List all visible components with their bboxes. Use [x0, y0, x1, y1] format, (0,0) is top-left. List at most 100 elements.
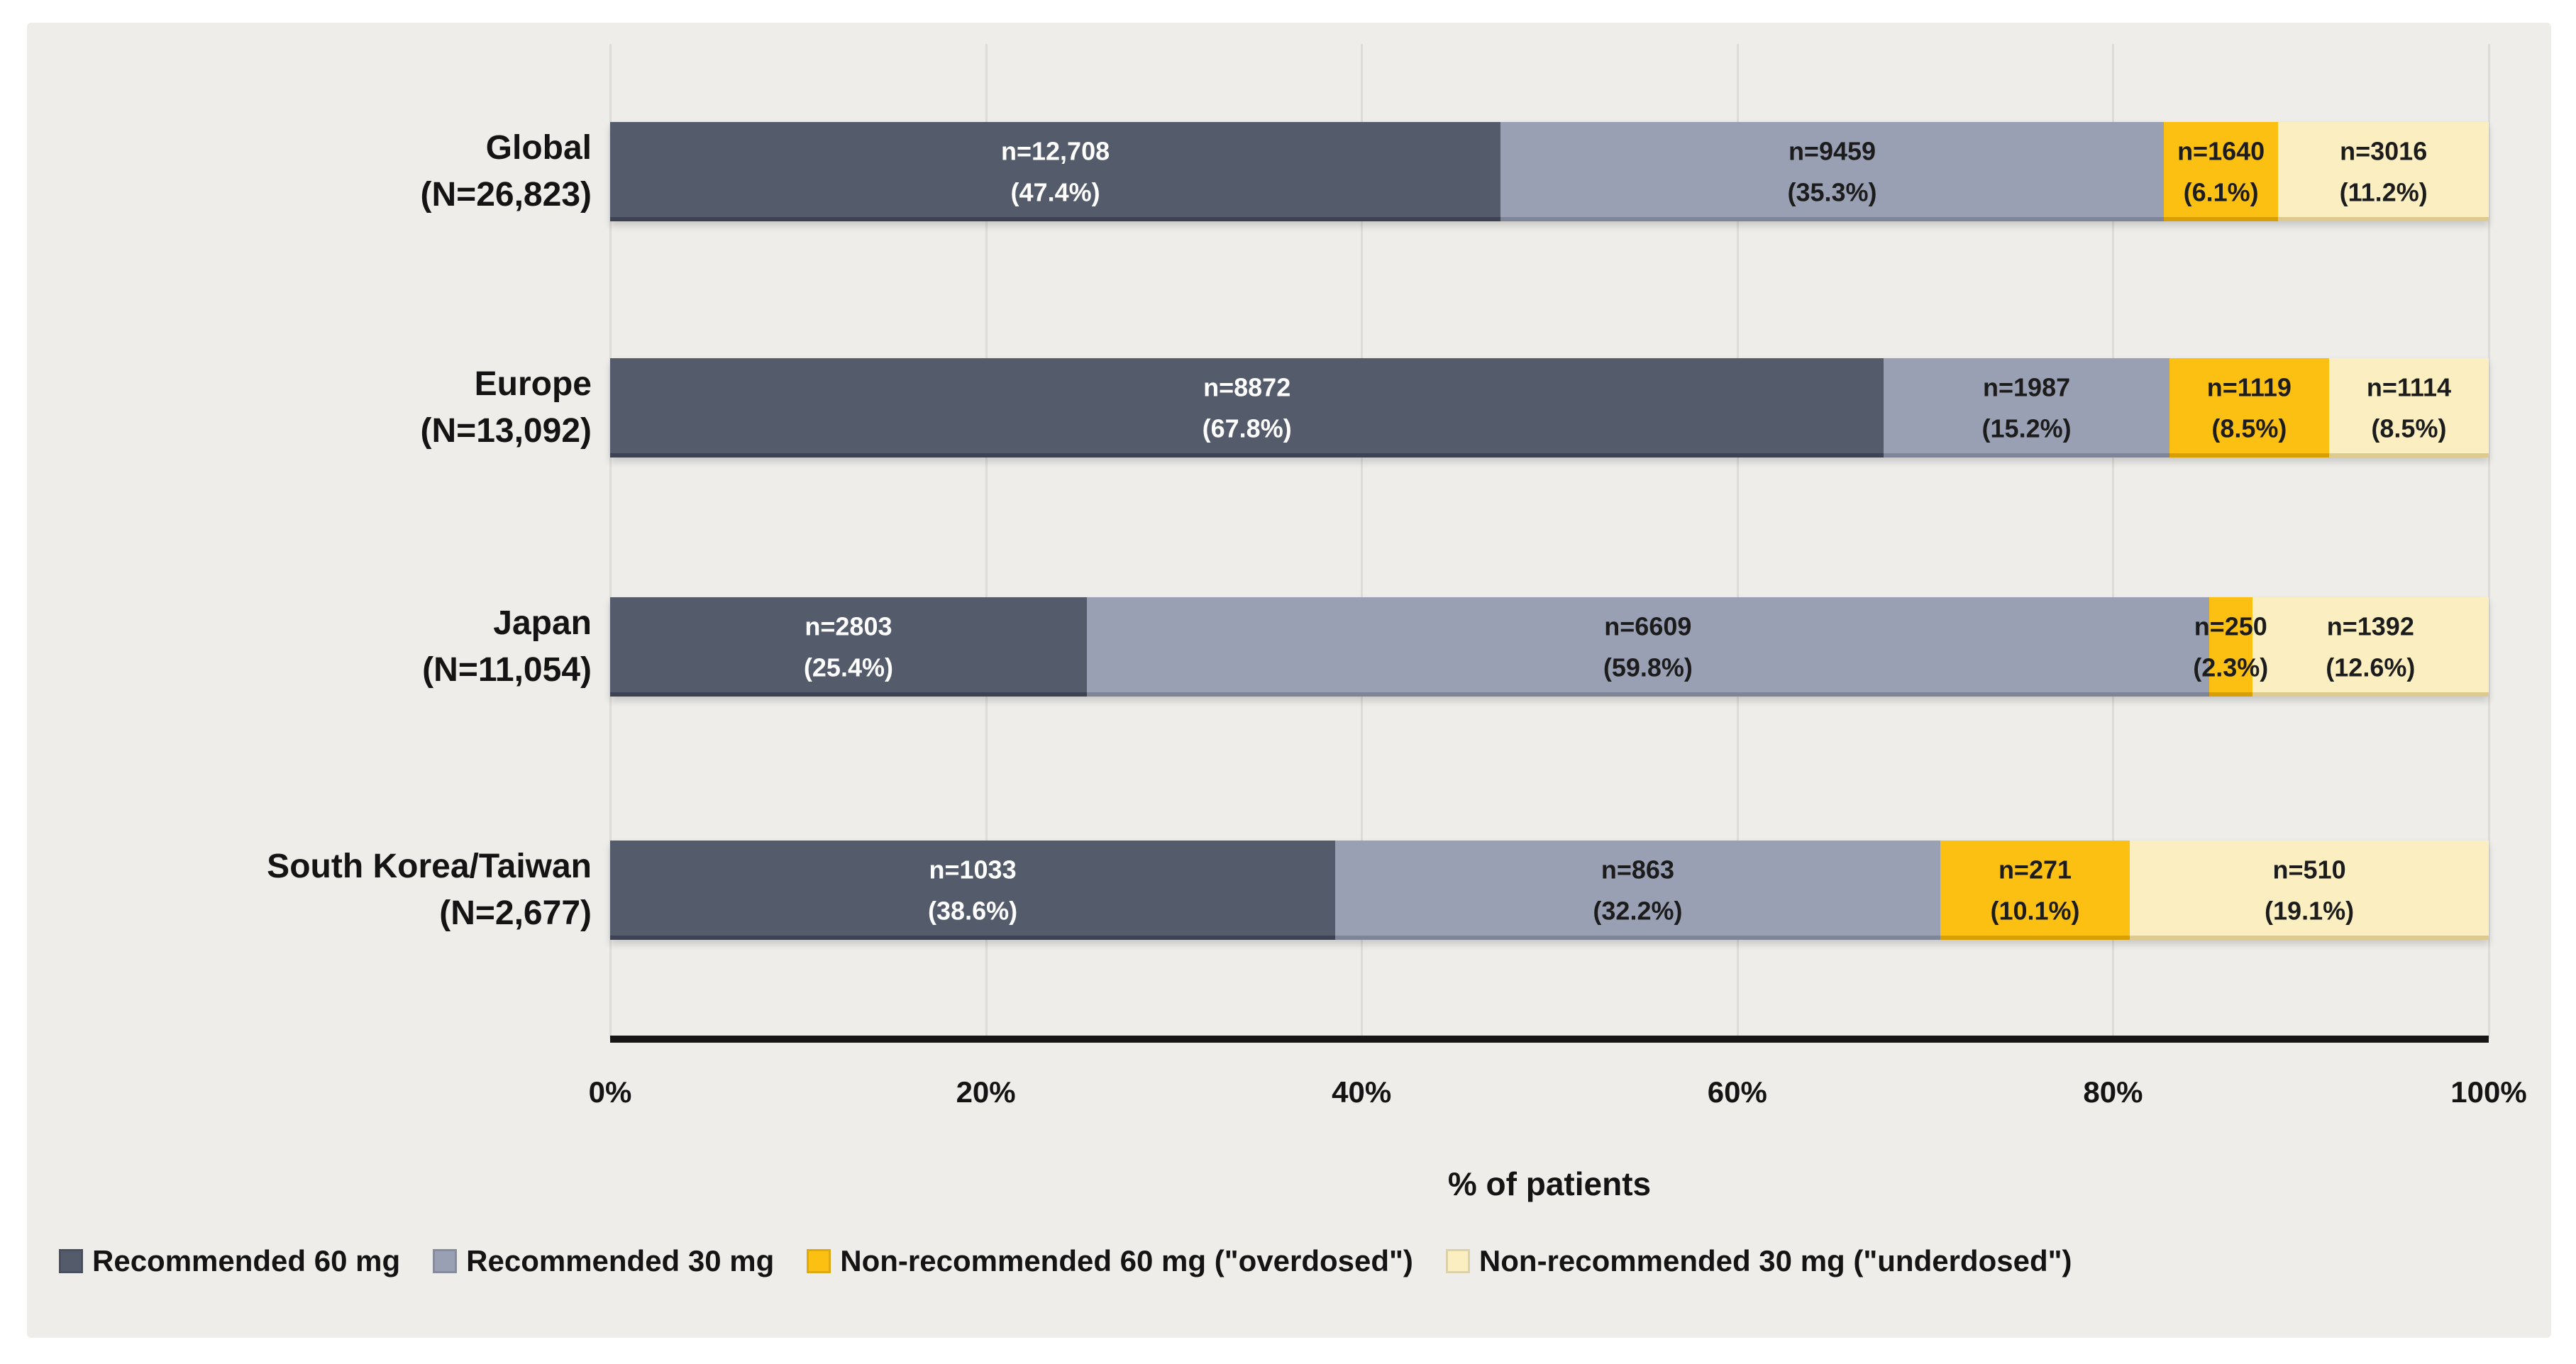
segment-pct-value: (6.1%): [2183, 177, 2259, 206]
segment-label: n=1640 (6.1%): [2177, 131, 2265, 212]
legend: Recommended 60 mg Recommended 30 mg Non-re…: [59, 1244, 2072, 1278]
gridline: [609, 44, 612, 1038]
legend-item: Recommended 30 mg: [433, 1244, 774, 1278]
segment-n-value: n=271: [1998, 855, 2072, 885]
segment-label: n=8872 (67.8%): [1203, 367, 1292, 448]
region-label: Europe (N=13,092): [55, 361, 592, 455]
bar-row: n=12,708 (47.4%) n=9459 (35.3%) n=1640 (6.1%)…: [610, 122, 2489, 221]
segment-n-value: n=510: [2272, 855, 2346, 885]
segment-pct-value: (12.6%): [2326, 653, 2416, 682]
chart-panel: n=12,708 (47.4%) n=9459 (35.3%) n=1640 (6.1%)…: [27, 23, 2551, 1338]
legend-swatch-icon: [807, 1249, 831, 1273]
region-label: South Korea/Taiwan (N=2,677): [55, 843, 592, 937]
segment-n-value: n=250: [2194, 611, 2267, 641]
segment-pct-value: (8.5%): [2371, 414, 2447, 443]
legend-item: Non-recommended 60 mg ("overdosed"): [807, 1244, 1413, 1278]
bar-row: n=2803 (25.4%) n=6609 (59.8%) n=250 (2.3%) n=1…: [610, 597, 2489, 697]
bar-segment: n=3016 (11.2%): [2278, 122, 2489, 221]
bar-segment: n=12,708 (47.4%): [610, 122, 1501, 221]
gridline: [2112, 44, 2115, 1038]
segment-pct-value: (19.1%): [2265, 896, 2355, 925]
bar-segment: n=6609 (59.8%): [1086, 597, 2209, 697]
segment-n-value: n=1640: [2177, 136, 2265, 166]
segment-n-value: n=9459: [1788, 136, 1876, 166]
segment-label: n=1033 (38.6%): [928, 849, 1017, 931]
region-n-total: (N=11,054): [422, 651, 592, 689]
segment-pct-value: (67.8%): [1202, 414, 1292, 443]
x-axis-line: [610, 1036, 2489, 1043]
segment-pct-value: (35.3%): [1787, 177, 1877, 206]
segment-label: n=250 (2.3%): [2193, 606, 2268, 687]
x-tick-label: 60%: [1707, 1075, 1767, 1109]
region-label: Japan (N=11,054): [55, 600, 592, 694]
segment-label: n=1119 (8.5%): [2207, 367, 2292, 448]
segment-label: n=2803 (25.4%): [804, 606, 893, 687]
bar-segment: n=250 (2.3%): [2193, 597, 2268, 697]
segment-pct-value: (32.2%): [1593, 896, 1683, 925]
x-tick-label: 40%: [1332, 1075, 1392, 1109]
bar-row: n=8872 (67.8%) n=1987 (15.2%) n=1119 (8.5%) n=…: [610, 358, 2489, 458]
gridline: [2488, 44, 2490, 1038]
segment-pct-value: (59.8%): [1603, 653, 1693, 682]
gridline: [1736, 44, 1739, 1038]
segment-n-value: n=12,708: [1001, 136, 1110, 166]
segment-pct-value: (47.4%): [1010, 177, 1100, 206]
segment-n-value: n=1392: [2326, 611, 2414, 641]
gridline: [985, 44, 988, 1038]
segment-pct-value: (11.2%): [2339, 177, 2428, 206]
region-name: South Korea/Taiwan: [267, 848, 592, 885]
bar-segment: n=863 (32.2%): [1335, 841, 1940, 940]
legend-swatch-icon: [1445, 1249, 1470, 1273]
segment-label: n=510 (19.1%): [2265, 849, 2354, 931]
bar-segment: n=1114 (8.5%): [2328, 358, 2489, 458]
x-tick-label: 20%: [956, 1075, 1016, 1109]
region-n-total: (N=13,092): [420, 412, 592, 450]
segment-pct-value: (10.1%): [1990, 896, 2080, 925]
region-n-total: (N=26,823): [420, 176, 592, 214]
region-label: Global (N=26,823): [55, 125, 592, 218]
segment-label: n=1987 (15.2%): [1982, 367, 2072, 448]
segment-label: n=12,708 (47.4%): [1001, 131, 1110, 212]
segment-label: n=271 (10.1%): [1990, 849, 2079, 931]
segment-label: n=863 (32.2%): [1593, 849, 1682, 931]
segment-pct-value: (38.6%): [928, 896, 1018, 925]
bar-segment: n=1392 (12.6%): [2252, 597, 2489, 697]
segment-label: n=1114 (8.5%): [2367, 367, 2451, 448]
bar-segment: n=1033 (38.6%): [610, 841, 1336, 940]
x-axis-title: % of patients: [1447, 1165, 1652, 1202]
region-name: Europe: [474, 365, 592, 403]
legend-swatch-icon: [59, 1249, 83, 1273]
segment-pct-value: (15.2%): [1981, 414, 2072, 443]
segment-label: n=6609 (59.8%): [1603, 606, 1693, 687]
bar-segment: n=1640 (6.1%): [2163, 122, 2279, 221]
legend-label: Recommended 30 mg: [466, 1244, 775, 1277]
legend-label: Recommended 60 mg: [92, 1244, 401, 1277]
segment-n-value: n=863: [1601, 855, 1674, 885]
legend-item: Recommended 60 mg: [59, 1244, 400, 1278]
segment-n-value: n=8872: [1203, 372, 1291, 402]
segment-n-value: n=2803: [805, 611, 892, 641]
x-tick-label: 100%: [2450, 1075, 2527, 1109]
bar-segment: n=1119 (8.5%): [2169, 358, 2329, 458]
segment-pct-value: (2.3%): [2193, 653, 2269, 682]
segment-label: n=1392 (12.6%): [2326, 606, 2415, 687]
segment-n-value: n=1119: [2206, 372, 2292, 402]
segment-n-value: n=1987: [1983, 372, 2071, 402]
bar-segment: n=8872 (67.8%): [610, 358, 1884, 458]
bar-segment: n=2803 (25.4%): [610, 597, 1087, 697]
legend-item: Non-recommended 30 mg ("underdosed"): [1445, 1244, 2072, 1278]
segment-label: n=3016 (11.2%): [2340, 131, 2428, 212]
segment-n-value: n=6609: [1604, 611, 1692, 641]
legend-label: Non-recommended 60 mg ("overdosed"): [840, 1244, 1413, 1277]
region-name: Global: [485, 129, 592, 167]
x-tick-label: 0%: [588, 1075, 632, 1109]
region-name: Japan: [493, 604, 592, 642]
bar-segment: n=271 (10.1%): [1940, 841, 2130, 940]
segment-label: n=9459 (35.3%): [1787, 131, 1876, 212]
x-tick-label: 80%: [2083, 1075, 2143, 1109]
segment-n-value: n=3016: [2340, 136, 2428, 166]
bar-segment: n=510 (19.1%): [2130, 841, 2489, 940]
region-n-total: (N=2,677): [439, 894, 592, 933]
segment-n-value: n=1114: [2366, 372, 2452, 402]
